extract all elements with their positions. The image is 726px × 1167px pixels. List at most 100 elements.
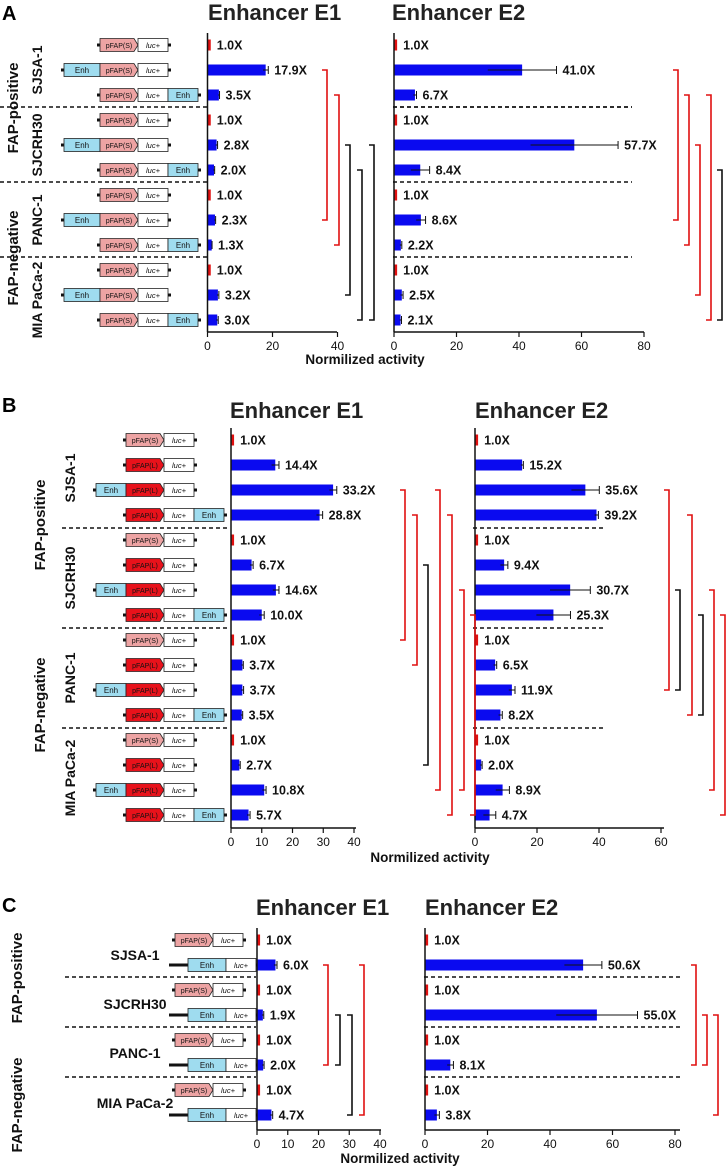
tick-label: 30 (317, 835, 331, 849)
chart-title: Enhancer E2 (475, 398, 608, 423)
tick-label: 60 (654, 835, 668, 849)
promoter-box (99, 138, 139, 152)
data-label: 6.0X (283, 959, 309, 973)
data-label: 50.6X (608, 959, 641, 973)
construct-label: pFAP(S) (132, 538, 158, 545)
construct-label: luc+ (172, 711, 187, 720)
data-label: 2.8X (224, 139, 250, 153)
tick-label: 40 (331, 339, 345, 353)
construct-label: Enh (202, 611, 216, 620)
data-label: 2.7X (246, 759, 272, 773)
construct-label: pFAP(S) (181, 1038, 207, 1045)
construct-label: luc+ (172, 461, 187, 470)
data-label: 1.3X (218, 239, 244, 253)
construct-label: pFAP(S) (181, 1088, 207, 1095)
data-label: 8.4X (436, 164, 462, 178)
data-label: 8.6X (432, 214, 458, 228)
bar (257, 984, 261, 996)
bar (475, 609, 554, 621)
data-label: 3.7X (250, 684, 276, 698)
construct-label: pFAP(L) (132, 588, 158, 595)
data-label: 1.0X (266, 1084, 292, 1098)
data-label: 1.0X (434, 934, 460, 948)
chart-title: Enhancer E1 (208, 0, 341, 25)
bar (257, 1084, 261, 1096)
bar (231, 684, 243, 696)
significance-bracket (706, 94, 712, 321)
construct-label: pFAP(S) (106, 193, 132, 200)
significance-bracket (359, 964, 365, 1116)
data-label: 1.0X (217, 189, 243, 203)
bar (475, 659, 496, 671)
data-label: 35.6X (605, 484, 638, 498)
data-label: 14.4X (285, 459, 318, 473)
promoter-box (125, 558, 165, 572)
significance-bracket (335, 1014, 341, 1066)
bar (257, 934, 261, 946)
bar (394, 264, 398, 276)
construct-label: luc+ (221, 1086, 236, 1095)
tick-label: 80 (637, 339, 651, 353)
promoter-box (174, 933, 214, 947)
construct-label: Enh (104, 486, 118, 495)
significance-bracket (470, 614, 476, 816)
promoter-box (99, 38, 139, 52)
bar (394, 314, 401, 326)
construct-label: pFAP(L) (132, 663, 158, 670)
bar (231, 484, 334, 496)
construct-label: Enh (202, 811, 216, 820)
tick-label: 40 (373, 1137, 387, 1151)
tick-label: 20 (450, 339, 464, 353)
bar (231, 634, 235, 646)
data-label: 8.9X (515, 784, 541, 798)
data-label: 1.0X (266, 934, 292, 948)
construct-label: pFAP(S) (181, 988, 207, 995)
cell-line-label: MIA PaCa-2 (62, 740, 78, 817)
construct-label: Enh (176, 91, 190, 100)
promoter-box (125, 508, 165, 522)
significance-bracket (664, 489, 670, 691)
data-label: 33.2X (343, 484, 376, 498)
construct-label: luc+ (172, 586, 187, 595)
data-label: 1.0X (240, 534, 266, 548)
construct-label: pFAP(L) (132, 713, 158, 720)
bar (207, 39, 211, 51)
bar (475, 809, 490, 821)
construct-label: luc+ (172, 761, 187, 770)
data-label: 4.7X (279, 1109, 305, 1123)
bar (257, 1009, 263, 1021)
bar (394, 64, 523, 76)
significance-bracket (357, 169, 363, 321)
construct-label: luc+ (172, 786, 187, 795)
construct-label: pFAP(S) (132, 638, 158, 645)
data-label: 2.0X (488, 759, 514, 773)
panel-label: A (2, 3, 16, 25)
tick-label: 20 (266, 339, 280, 353)
data-label: 3.5X (249, 709, 275, 723)
significance-bracket (720, 614, 726, 816)
significance-bracket (695, 144, 701, 296)
bar (475, 734, 479, 746)
bar (425, 984, 429, 996)
construct-label: Enh (200, 961, 214, 970)
data-label: 6.7X (259, 559, 285, 573)
significance-bracket (435, 489, 441, 791)
bar (231, 534, 235, 546)
promoter-box (125, 583, 165, 597)
cell-line-label: MIA PaCa-2 (29, 262, 45, 339)
significance-bracket (334, 94, 340, 246)
bar (475, 784, 503, 796)
bar (207, 139, 217, 151)
bar (425, 1084, 429, 1096)
data-label: 1.0X (484, 534, 510, 548)
data-label: 3.8X (445, 1109, 471, 1123)
tick-label: 20 (312, 1137, 326, 1151)
construct-label: luc+ (172, 636, 187, 645)
construct-label: pFAP(S) (106, 118, 132, 125)
significance-bracket (698, 614, 704, 716)
construct-label: pFAP(S) (106, 68, 132, 75)
data-label: 2.2X (408, 239, 434, 253)
bar (394, 39, 398, 51)
bar (231, 609, 262, 621)
data-label: 1.0X (484, 634, 510, 648)
